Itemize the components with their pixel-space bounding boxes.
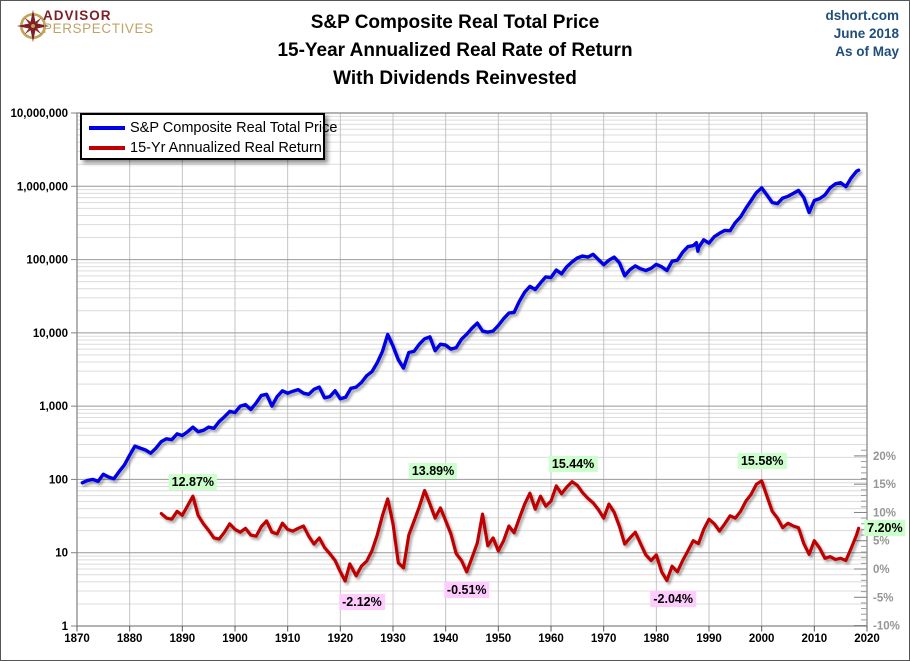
chart-title: S&P Composite Real Total Price 15-Year A… [1, 9, 909, 93]
y-right-tick-label: -10% [873, 621, 900, 633]
compass-icon [16, 9, 50, 43]
title-line-2: 15-Year Annualized Real Rate of Return [277, 40, 633, 61]
x-tick-label: 1990 [696, 633, 722, 645]
return-line [159, 479, 861, 583]
y-right-tick-label: 10% [873, 507, 896, 519]
x-tick-label: 2020 [854, 633, 880, 645]
axis-labels: 10,000,0001,000,000100,00010,0001,000100… [10, 108, 899, 645]
source-attribution: dshort.com June 2018 As of May [825, 7, 899, 61]
y-left-tick-label: 10 [55, 548, 68, 560]
legend-item-price: S&P Composite Real Total Price [89, 118, 337, 138]
legend-item-return: 15-Yr Annualized Real Return [89, 138, 323, 158]
x-tick-label: 2010 [802, 633, 828, 645]
plot-border [76, 112, 868, 627]
x-tick-label: 1940 [433, 633, 459, 645]
y-left-tick-label: 10,000,000 [10, 108, 68, 120]
logo-text: ADVISOR PERSPECTIVES [43, 8, 154, 36]
x-tick-label: 1870 [64, 633, 90, 645]
y-right-tick-label: 20% [873, 451, 896, 463]
x-tick-label: 2000 [749, 633, 775, 645]
logo-advisor: ADVISOR [43, 8, 112, 23]
legend: S&P Composite Real Total Price 15-Yr Ann… [80, 113, 337, 160]
y-right-tick-label: 15% [873, 479, 896, 491]
y-right-tick-label: -5% [873, 592, 893, 604]
source-asof: As of May [835, 44, 899, 59]
x-tick-label: 1910 [275, 633, 301, 645]
return-line-swatch [89, 146, 125, 150]
advisor-perspectives-logo: ADVISOR PERSPECTIVES [15, 8, 154, 44]
legend-label-return: 15-Yr Annualized Real Return [130, 140, 322, 156]
y-right-tick-label: 5% [873, 536, 890, 548]
axis-ticks [71, 112, 868, 632]
x-tick-label: 1980 [644, 633, 670, 645]
y-left-tick-label: 1 [62, 621, 69, 633]
price-line-swatch [89, 126, 125, 130]
y-right-tick-label: 0% [873, 564, 890, 576]
legend-label-price: S&P Composite Real Total Price [130, 120, 338, 136]
y-left-tick-label: 100 [49, 474, 68, 486]
x-tick-label: 1890 [170, 633, 196, 645]
title-line-1: S&P Composite Real Total Price [310, 12, 600, 33]
y-left-tick-label: 1,000,000 [17, 181, 68, 193]
title-line-3: With Dividends Reinvested [333, 68, 577, 89]
x-tick-label: 1900 [222, 633, 248, 645]
x-tick-label: 1960 [538, 633, 564, 645]
log-minor-gridlines [77, 115, 867, 605]
decade-gridlines [129, 113, 815, 626]
y-left-tick-label: 10,000 [33, 328, 68, 340]
y-left-tick-label: 100,000 [26, 255, 68, 267]
x-tick-label: 1950 [486, 633, 512, 645]
source-date: June 2018 [833, 26, 899, 41]
x-tick-label: 1880 [117, 633, 143, 645]
x-tick-label: 1920 [328, 633, 354, 645]
x-tick-label: 1930 [380, 633, 406, 645]
y-left-tick-label: 1,000 [39, 401, 68, 413]
sp-price-line [80, 168, 861, 485]
logo-perspectives: PERSPECTIVES [43, 21, 154, 36]
x-tick-label: 1970 [591, 633, 617, 645]
source-site: dshort.com [825, 8, 899, 23]
